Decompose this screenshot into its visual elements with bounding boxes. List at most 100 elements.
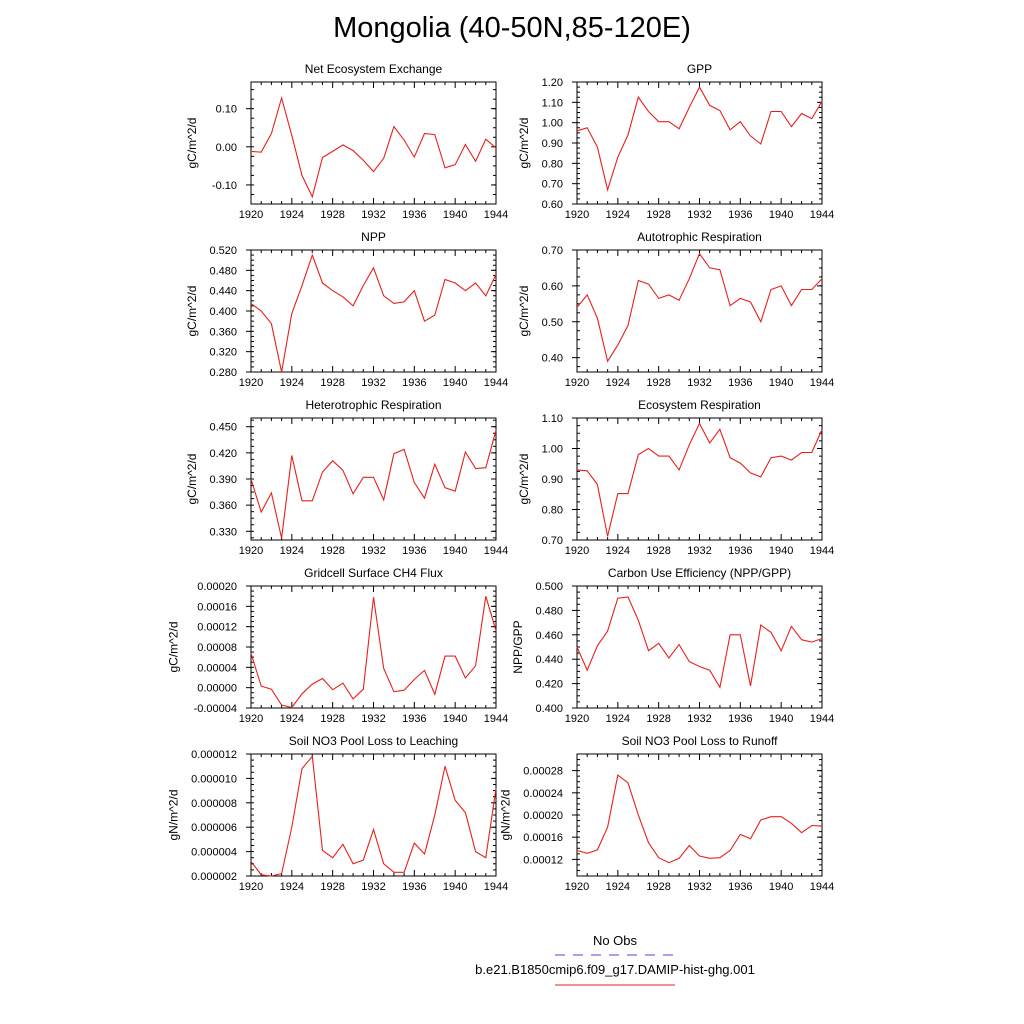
series-line (250, 755, 497, 877)
series-line (576, 422, 823, 537)
x-tick-label: 1920 (239, 881, 263, 893)
series-line (250, 596, 497, 709)
plot-frame (250, 81, 497, 205)
panel-title: Gridcell Surface CH4 Flux (304, 566, 443, 580)
x-tick-label: 1944 (810, 545, 834, 557)
y-tick-label: 0.390 (209, 474, 237, 486)
x-tick-label: 1928 (320, 545, 344, 557)
x-tick-label: 1944 (810, 881, 834, 893)
y-axis-label: NPP/GPP (511, 620, 525, 673)
panel-title: Ecosystem Respiration (638, 398, 761, 412)
x-tick-label: 1944 (484, 209, 508, 221)
series-line (250, 95, 497, 199)
y-tick-label: 0.400 (209, 306, 237, 318)
y-tick-label: 0.00012 (523, 854, 563, 866)
panel-title: GPP (687, 62, 712, 76)
x-tick-label: 1920 (565, 377, 589, 389)
series-line (250, 253, 497, 373)
x-tick-label: 1944 (484, 545, 508, 557)
y-tick-label: 0.000006 (191, 822, 237, 834)
y-tick-label: 0.00020 (523, 810, 563, 822)
figure-title: Mongolia (40-50N,85-120E) (333, 12, 691, 44)
x-tick-label: 1932 (361, 881, 385, 893)
y-axis-label: gC/m^2/d (517, 118, 531, 169)
x-tick-label: 1924 (280, 377, 304, 389)
y-tick-label: 0.80 (542, 505, 563, 517)
y-tick-label: 0.00016 (523, 832, 563, 844)
x-tick-label: 1928 (320, 881, 344, 893)
x-tick-label: 1944 (484, 881, 508, 893)
x-tick-label: 1940 (769, 377, 793, 389)
x-tick-label: 1936 (402, 377, 426, 389)
y-tick-label: 0.360 (209, 500, 237, 512)
panel-title: Autotrophic Respiration (637, 230, 762, 244)
x-tick-label: 1928 (646, 545, 670, 557)
y-axis-label: gC/m^2/d (185, 286, 199, 337)
y-tick-label: 1.00 (542, 444, 563, 456)
panel-7: 1920 1924 1928 1932 1936 1940 1944 -0.00004 0.00… (166, 566, 508, 725)
plot-frame (576, 417, 823, 541)
y-tick-label: 0.420 (535, 679, 563, 691)
y-tick-label: 0.80 (542, 158, 563, 170)
y-tick-label: 0.00012 (197, 622, 237, 634)
y-tick-label: 0.90 (542, 138, 563, 150)
y-tick-label: 0.70 (542, 179, 563, 191)
y-tick-label: 0.500 (535, 581, 563, 593)
panel-10: 1920 1924 1928 1932 1936 1940 1944 0.00012 0.000… (499, 734, 835, 893)
y-axis-label: gC/m^2/d (185, 454, 199, 505)
x-tick-label: 1936 (402, 545, 426, 557)
panel-1: 1920 1924 1928 1932 1936 1940 1944 -0.10 0.00 0.1… (185, 62, 508, 221)
x-tick-label: 1924 (606, 881, 630, 893)
y-tick-label: 0.50 (542, 317, 563, 329)
plot-frame (250, 417, 497, 541)
panel-2: 1920 1924 1928 1932 1936 1940 1944 0.60 0.70 0.80… (517, 62, 834, 221)
x-tick-label: 1936 (728, 209, 752, 221)
y-tick-label: 0.90 (542, 474, 563, 486)
legend-obs-label: No Obs (592, 933, 638, 948)
panel-5: 1920 1924 1928 1932 1936 1940 1944 0.330 0.360 0.… (185, 398, 508, 557)
panel-4: 1920 1924 1928 1932 1936 1940 1944 0.40 0.50 0.60… (517, 230, 834, 389)
y-tick-label: 0.00016 (197, 601, 237, 613)
x-tick-label: 1920 (565, 545, 589, 557)
y-tick-label: 0.00024 (523, 788, 563, 800)
series-line (250, 430, 497, 539)
x-tick-label: 1936 (402, 713, 426, 725)
x-tick-label: 1920 (565, 881, 589, 893)
panel-8: 1920 1924 1928 1932 1936 1940 1944 0.400 0.420 0.… (511, 566, 834, 725)
x-tick-label: 1940 (443, 209, 467, 221)
series-line (576, 774, 823, 864)
y-tick-label: 0.320 (209, 347, 237, 359)
x-tick-label: 1936 (728, 713, 752, 725)
panel-title: Soil NO3 Pool Loss to Runoff (622, 734, 779, 748)
x-tick-label: 1924 (606, 209, 630, 221)
y-tick-label: 0.450 (209, 422, 237, 434)
y-tick-label: 0.280 (209, 367, 237, 379)
x-tick-label: 1936 (728, 881, 752, 893)
x-tick-label: 1936 (728, 545, 752, 557)
panel-title: Carbon Use Efficiency (NPP/GPP) (608, 566, 791, 580)
x-tick-label: 1928 (646, 377, 670, 389)
y-axis-label: gN/m^2/d (166, 790, 180, 841)
x-tick-label: 1928 (320, 713, 344, 725)
panel-title: Heterotrophic Respiration (305, 398, 441, 412)
y-tick-label: 0.000012 (191, 749, 237, 761)
y-tick-label: -0.10 (212, 180, 237, 192)
x-tick-label: 1932 (687, 209, 711, 221)
x-tick-label: 1940 (443, 713, 467, 725)
plot-frame (576, 585, 823, 709)
y-tick-label: 0.00004 (197, 662, 237, 674)
y-tick-label: 0.440 (209, 286, 237, 298)
y-tick-label: 0.000010 (191, 773, 237, 785)
x-tick-label: 1940 (443, 545, 467, 557)
y-tick-label: 0.70 (542, 245, 563, 257)
x-tick-label: 1940 (769, 881, 793, 893)
series-line (576, 85, 823, 192)
y-tick-label: 0.000002 (191, 871, 237, 883)
x-tick-label: 1940 (443, 881, 467, 893)
plot-frame (250, 753, 497, 877)
y-tick-label: 0.520 (209, 245, 237, 257)
legend-model-label: b.e21.B1850cmip6.f09_g17.DAMIP-hist-ghg.… (475, 962, 755, 977)
x-tick-label: 1924 (606, 713, 630, 725)
panel-title: Net Ecosystem Exchange (305, 62, 443, 76)
